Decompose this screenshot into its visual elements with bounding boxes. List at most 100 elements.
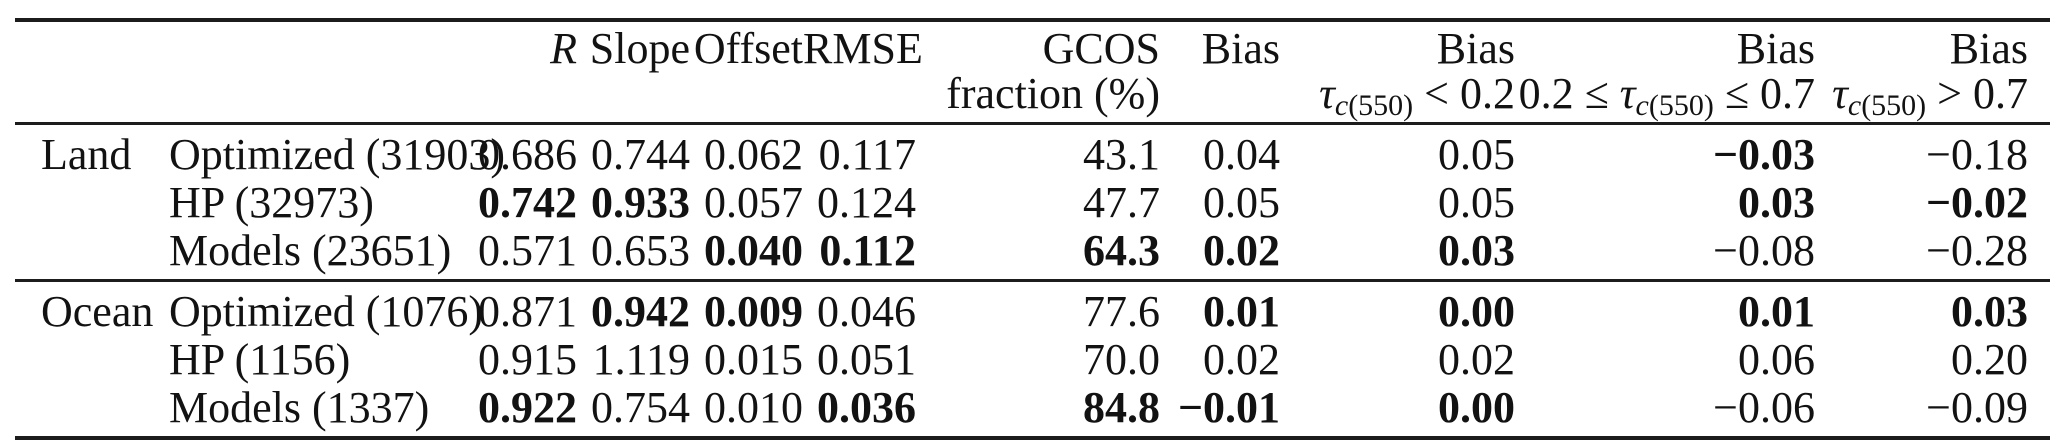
cell-model: Models (1337) (169, 383, 430, 432)
column-header-region (15, 20, 150, 125)
cell-region: Land (41, 130, 132, 179)
cell-r: 0.915 (478, 335, 577, 384)
column-header-offset: Offset (690, 20, 803, 125)
cell-bias-tau-gt-0-7: −0.02 (1925, 178, 2028, 227)
header-bias-tau-lt-0-2-text: Bias (1436, 24, 1515, 73)
header-line1-gcos-fraction: GCOS (916, 26, 1160, 71)
header-line2-bias-tau-gt-0-7: τc(550) > 0.7 (1815, 69, 2028, 120)
header-sub-bias-tau-lt-0-2-text: < 0.2 (1413, 69, 1515, 118)
cell-gcos-fraction: 70.0 (1083, 335, 1160, 384)
header-line1-bias-tau-0-2-to-0-7: Bias (1515, 26, 1815, 71)
header-sub-bias-tau-gt-0-7-text: > 0.7 (1926, 69, 2028, 118)
cell-r: 0.922 (478, 383, 577, 432)
cell-bias: −0.01 (1177, 383, 1280, 432)
cell-gcos-fraction: 64.3 (1083, 226, 1160, 275)
cell-bias: 0.05 (1203, 178, 1280, 227)
table-row: Ocean Optimized (1076) 0.871 0.942 0.009 0.04… (15, 279, 2050, 336)
header-sub-gcos-fraction-text: fraction (%) (946, 69, 1160, 118)
cell-rmse: 0.112 (819, 226, 916, 275)
cell-region: Ocean (15, 279, 153, 336)
cell-bias: 0.02 (1203, 335, 1280, 384)
cell-region (15, 336, 150, 384)
cell-bias-tau-gt-0-7: −0.28 (1926, 226, 2028, 275)
cell-offset: 0.015 (704, 335, 803, 384)
column-header-bias-tau-gt-0-7: Bias τc(550) > 0.7 (1815, 20, 2050, 125)
header-line1-rmse: RMSE (803, 26, 923, 71)
cell-model: HP (32973) (169, 178, 374, 227)
cell-bias-tau-0-2-to-0-7: −0.03 (1712, 130, 1815, 179)
cell-model: Models (23651) (169, 226, 452, 275)
column-header-slope: Slope (577, 20, 690, 125)
cell-bias-tau-lt-0-2: 0.00 (1438, 383, 1515, 432)
cell-bias-tau-lt-0-2: 0.05 (1438, 130, 1515, 179)
cell-region (15, 384, 150, 438)
cell-bias: 0.04 (1203, 130, 1280, 179)
header-bias-tau-gt-0-7-text: Bias (1949, 24, 2028, 73)
cell-bias-tau-0-2-to-0-7: 0.01 (1515, 279, 1815, 336)
cell-gcos-fraction: 84.8 (1083, 383, 1160, 432)
cell-bias-tau-gt-0-7: −0.18 (1926, 130, 2028, 179)
cell-bias-tau-0-2-to-0-7: 0.06 (1738, 335, 1815, 384)
cell-bias-tau-0-2-to-0-7: −0.06 (1713, 383, 1815, 432)
table-row: HP (1156) 0.915 1.119 0.015 0.051 70.0 0.02 0.0… (15, 336, 2050, 384)
cell-r: 0.871 (445, 279, 577, 336)
cell-slope: 0.744 (591, 130, 690, 179)
cell-bias-tau-0-2-to-0-7: −0.08 (1713, 226, 1815, 275)
cell-bias-tau-lt-0-2: 0.05 (1438, 178, 1515, 227)
header-line1-offset: Offset (690, 26, 803, 71)
cell-slope: 0.754 (591, 383, 690, 432)
header-bias-text: Bias (1201, 24, 1280, 73)
header-sub-bias-tau-lt-0-2-text: τ (1319, 69, 1335, 118)
table-row: HP (32973) 0.742 0.933 0.057 0.124 47.7 0.05 0.… (15, 179, 2050, 227)
cell-bias-tau-lt-0-2: 0.00 (1280, 279, 1515, 336)
cell-rmse: 0.036 (817, 383, 916, 432)
header-line1-bias-tau-lt-0-2: Bias (1280, 26, 1515, 71)
table-header: R Slope Offset RMSE GCOS fraction (%) Bias Bias… (15, 20, 2050, 125)
header-sub-bias-tau-0-2-to-0-7-subscript: c (1635, 88, 1649, 122)
header-r-text: R (550, 24, 577, 73)
cell-bias-tau-0-2-to-0-7: 0.03 (1738, 178, 1815, 227)
cell-rmse: 0.117 (818, 130, 916, 179)
cell-model: HP (1156) (169, 335, 351, 384)
header-offset-text: Offset (693, 24, 803, 73)
cell-model: Optimized (1076) (150, 279, 483, 336)
metrics-table: R Slope Offset RMSE GCOS fraction (%) Bias Bias… (15, 18, 2050, 440)
cell-gcos-fraction: 47.7 (1083, 178, 1160, 227)
header-sub-bias-tau-0-2-to-0-7-text: ≤ 0.7 (1713, 69, 1815, 118)
section-ocean: Ocean Optimized (1076) 0.871 0.942 0.009 0.04… (15, 279, 2050, 439)
header-line2-bias-tau-0-2-to-0-7: 0.2 ≤ τc(550) ≤ 0.7 (1515, 69, 1815, 120)
header-row: R Slope Offset RMSE GCOS fraction (%) Bias Bias… (15, 20, 2050, 125)
cell-r: 0.742 (478, 178, 577, 227)
header-sub-bias-tau-gt-0-7-subscript: (550) (1861, 88, 1927, 122)
table-row: Land Optimized (31903) 0.686 0.744 0.062 0.11… (15, 124, 2050, 180)
column-header-model (150, 20, 445, 125)
header-sub-bias-tau-lt-0-2-subscript: c (1334, 88, 1349, 122)
section-land: Land Optimized (31903) 0.686 0.744 0.062 0.11… (15, 124, 2050, 281)
cell-rmse: 0.051 (817, 335, 916, 384)
cell-slope: 1.119 (592, 335, 690, 384)
header-line1-r: R (445, 26, 577, 71)
cell-slope: 0.653 (591, 226, 690, 275)
header-sub-bias-tau-gt-0-7-text: τ (1832, 69, 1848, 118)
header-sub-bias-tau-gt-0-7-subscript: c (1847, 88, 1862, 122)
cell-r: 0.571 (478, 226, 577, 275)
cell-bias-tau-gt-0-7: 0.03 (1815, 279, 2050, 336)
header-bias-tau-0-2-to-0-7-text: Bias (1736, 24, 1815, 73)
cell-offset: 0.062 (704, 130, 803, 179)
cell-offset: 0.057 (704, 178, 803, 227)
cell-rmse: 0.046 (803, 279, 916, 336)
column-header-bias-tau-0-2-to-0-7: Bias 0.2 ≤ τc(550) ≤ 0.7 (1515, 20, 1815, 125)
cell-bias-tau-lt-0-2: 0.03 (1438, 226, 1515, 275)
header-sub-bias-tau-lt-0-2-subscript: (550) (1348, 88, 1414, 122)
cell-model: Optimized (31903) (169, 130, 506, 179)
cell-region (15, 179, 150, 227)
table-row: Models (1337) 0.922 0.754 0.010 0.036 84.8 −0.… (15, 384, 2050, 438)
cell-gcos-fraction: 77.6 (916, 279, 1160, 336)
column-header-r: R (445, 20, 577, 125)
cell-bias-tau-gt-0-7: −0.09 (1926, 383, 2028, 432)
header-sub-bias-tau-0-2-to-0-7-text: 0.2 ≤ (1518, 69, 1620, 118)
cell-bias-tau-lt-0-2: 0.02 (1438, 335, 1515, 384)
column-header-bias: Bias (1160, 20, 1280, 125)
cell-offset: 0.009 (690, 279, 803, 336)
header-sub-bias-tau-0-2-to-0-7-text: τ (1619, 69, 1636, 118)
